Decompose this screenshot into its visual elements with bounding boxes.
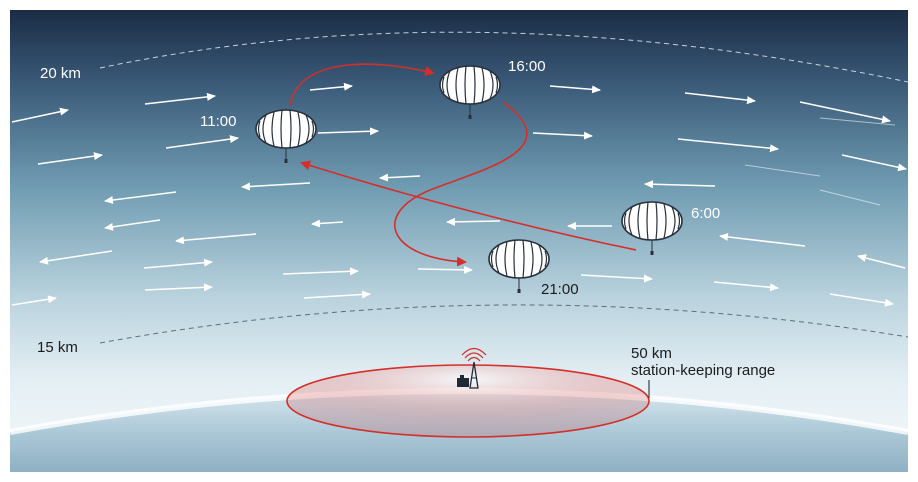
ground-station-icon [457, 347, 487, 389]
range-caption-label: station-keeping range [631, 362, 775, 379]
wind-arrows-eastward [11, 82, 907, 172]
balloon-time-0600: 6:00 [691, 205, 720, 222]
balloon-time-1100: 11:00 [200, 113, 236, 130]
range-distance-label: 50 km [631, 345, 672, 362]
balloon-time-2100: 21:00 [541, 281, 579, 298]
station-keeping-range-ellipse [286, 364, 650, 438]
wind-arrows-lower-eastward [11, 258, 894, 307]
altitude-line-15km [99, 304, 908, 344]
altitude-label-20km: 20 km [40, 65, 81, 82]
balloon-time-1600: 16:00 [508, 58, 546, 75]
altitude-line-20km [99, 31, 908, 83]
altitude-label-15km: 15 km [37, 339, 78, 356]
wind-streaks-upper [744, 117, 896, 206]
wind-arrows-westward [39, 173, 906, 269]
balloon-trajectory [289, 63, 637, 267]
